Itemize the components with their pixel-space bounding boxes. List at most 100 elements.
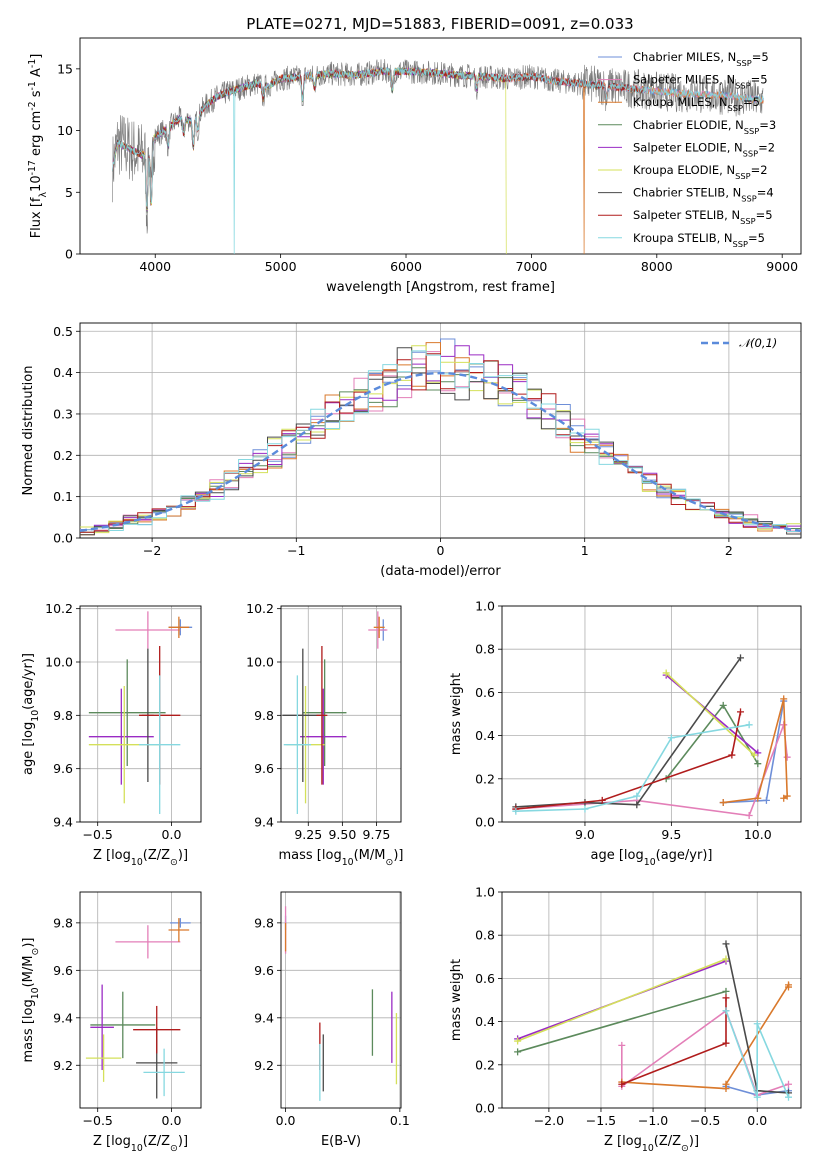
weight_vs_age-xtick-label: 9.5 xyxy=(661,827,681,842)
mass_vs_Z-xtick-label: 0.0 xyxy=(162,1113,182,1128)
mass_vs_ebv-plot xyxy=(284,906,398,1101)
weight-line-chabrier-stelib xyxy=(515,657,742,808)
weight_vs_Z-ytick-label: 0.2 xyxy=(475,1057,495,1072)
weight-marker-salpeter-miles xyxy=(618,1041,626,1049)
weight_vs_Z-plot xyxy=(514,940,792,1101)
spectrum-xtick-label: 5000 xyxy=(265,259,297,274)
weight-marker-kroupa-stelib xyxy=(784,1093,792,1101)
weight_vs_Z-ylabel: mass weight xyxy=(449,959,464,1041)
mass_vs_ebv-ytick-label: 9.8 xyxy=(254,915,274,930)
mass_vs_Z-axes: −0.5 0.0 9.2 9.4 9.6 9.8 xyxy=(53,891,202,1128)
weight-marker-kroupa-miles xyxy=(719,799,727,807)
weight-marker-chabrier-miles xyxy=(762,796,770,804)
legend-label-chabrier-stelib: Chabrier STELIB, NSSP=4 xyxy=(633,186,774,204)
spectrum-plot xyxy=(112,59,764,254)
residuals-ylabel: Normed distribution xyxy=(21,366,36,496)
legend-label-salpeter-stelib: Salpeter STELIB, NSSP=5 xyxy=(633,208,773,226)
weight-marker-salpeter-miles xyxy=(784,1080,792,1088)
mass_vs_Z-ytick-label: 9.2 xyxy=(53,1058,73,1073)
age_vs_Z-ytick-label: 10.0 xyxy=(45,655,73,670)
weight_vs_age-ytick-label: 1.0 xyxy=(475,599,495,614)
mass_vs_Z-plot xyxy=(85,918,191,1099)
weight_vs_age-ytick-label: 0.6 xyxy=(475,685,495,700)
figure-title: PLATE=0271, MJD=51883, FIBERID=0091, z=0… xyxy=(246,15,633,33)
age_vs_Z-ytick-label: 9.6 xyxy=(53,761,73,776)
weight-marker-chabrier-elodie xyxy=(719,701,727,709)
residuals-ytick-label: 0.4 xyxy=(53,365,73,380)
weight-marker-kroupa-stelib xyxy=(512,807,520,815)
weight-marker-salpeter-miles xyxy=(745,812,753,820)
weight-marker-chabrier-elodie xyxy=(514,1048,522,1056)
spectrum-xtick-label: 7000 xyxy=(516,259,548,274)
weight_vs_Z-ytick-label: 0.8 xyxy=(475,928,495,943)
residuals-plot xyxy=(80,338,801,536)
weight-line-salpeter-stelib xyxy=(515,711,742,810)
residuals-ytick-label: 0.2 xyxy=(53,448,73,463)
age_vs_mass-ytick-label: 9.4 xyxy=(254,815,274,830)
weight-marker-kroupa-miles xyxy=(722,1080,730,1088)
spectrum-xtick-label: 6000 xyxy=(390,259,422,274)
legend-label-normal: 𝒩(0,1) xyxy=(739,336,777,350)
age_vs_mass-plot xyxy=(282,611,388,814)
residuals-ytick-label: 0.3 xyxy=(53,406,73,421)
spectrum-ylabel: Flux [fλ10-17 erg cm-2 s-1 A-1] xyxy=(27,54,49,239)
weight_vs_age-plot xyxy=(512,654,791,820)
mass_vs_ebv-frame xyxy=(280,891,402,1109)
weight-marker-salpeter-stelib xyxy=(737,708,745,716)
weight-marker-kroupa-elodie xyxy=(750,751,758,759)
mass_vs_Z-xtick-label: −0.5 xyxy=(83,1113,113,1128)
weight-marker-salpeter-miles xyxy=(783,753,791,761)
spectrum-ytick-label: 5 xyxy=(65,185,73,200)
mass_vs_Z-ytick-label: 9.8 xyxy=(53,915,73,930)
weight-marker-chabrier-stelib xyxy=(633,801,641,809)
weight-marker-chabrier-elodie xyxy=(722,987,730,995)
weight-marker-chabrier-stelib xyxy=(737,654,745,662)
weight_vs_Z-ytick-label: 1.0 xyxy=(475,885,495,900)
mass_vs_Z-xlabel: Z [log10(Z/Z⊙)] xyxy=(93,1134,188,1154)
weight_vs_Z-frame xyxy=(501,891,802,1109)
weight-marker-kroupa-elodie xyxy=(722,955,730,963)
weight-line-kroupa-elodie xyxy=(665,672,755,756)
mass_vs_ebv-ytick-label: 9.2 xyxy=(254,1058,274,1073)
weight_vs_age-axes: 9.0 9.5 10.0 0.0 0.2 0.4 0.6 0.8 1.0 xyxy=(475,599,802,842)
weight-marker-kroupa-miles xyxy=(780,794,788,802)
weight-marker-kroupa-miles xyxy=(784,983,792,991)
weight-marker-kroupa-stelib xyxy=(581,805,589,813)
mass_vs_ebv-xlabel: E(B-V) xyxy=(321,1134,361,1149)
age_vs_mass-ytick-label: 9.8 xyxy=(254,708,274,723)
spectrum-axes: 4000 5000 6000 7000 8000 9000 0 5 10 15 xyxy=(57,37,802,274)
weight_vs_age-xlabel: age [log10(age/yr)] xyxy=(591,848,713,868)
age_vs_Z-plot xyxy=(88,611,193,814)
weight_vs_age-ytick-label: 0.8 xyxy=(475,642,495,657)
age_vs_Z-axes: −0.5 0.0 9.4 9.6 9.8 10.0 10.2 xyxy=(45,601,202,842)
weight-marker-salpeter-miles xyxy=(780,721,788,729)
age_vs_mass-axes: 9.25 9.50 9.75 9.4 9.6 9.8 10.0 10.2 xyxy=(246,601,402,842)
age_vs_Z-xtick-label: −0.5 xyxy=(83,827,113,842)
weight-marker-kroupa-stelib xyxy=(753,1093,761,1101)
weight_vs_age-xtick-label: 9.0 xyxy=(575,827,595,842)
spectrum-xtick-label: 9000 xyxy=(766,259,798,274)
weight_vs_age-ylabel: mass weight xyxy=(449,673,464,755)
legend-label-kroupa-miles: Kroupa MILES, NSSP=5 xyxy=(633,95,760,113)
legend-label-chabrier-elodie: Chabrier ELODIE, NSSP=3 xyxy=(633,118,776,136)
weight-marker-kroupa-miles xyxy=(754,794,762,802)
age_vs_Z-ytick-label: 9.8 xyxy=(53,708,73,723)
residuals-ytick-label: 0.1 xyxy=(53,489,73,504)
normal-curve-line xyxy=(80,371,801,532)
weight_vs_age-frame xyxy=(501,605,802,823)
weight_vs_Z-xtick-label: −1.0 xyxy=(638,1113,668,1128)
spectrum-frame xyxy=(79,37,802,255)
age_vs_mass-xtick-label: 9.75 xyxy=(363,827,391,842)
weight-marker-kroupa-stelib xyxy=(633,792,641,800)
residuals-ytick-label: 0.0 xyxy=(53,531,73,546)
weight_vs_Z-ytick-label: 0.6 xyxy=(475,971,495,986)
weight-marker-chabrier-stelib xyxy=(722,940,730,948)
weight_vs_Z-ytick-label: 0.0 xyxy=(475,1101,495,1116)
model-spectrum-kroupa-stelib xyxy=(112,66,764,254)
legend-label-salpeter-miles: Salpeter MILES, NSSP=5 xyxy=(633,73,768,91)
age_vs_mass-ytick-label: 9.6 xyxy=(254,761,274,776)
weight_vs_Z-axes: −2.0 −1.5 −1.0 −0.5 0.0 0.0 0.2 0.4 0.6 0.8 1.0 xyxy=(475,885,802,1128)
age_vs_Z-ytick-label: 10.2 xyxy=(45,601,73,616)
weight_vs_Z-xtick-label: −0.5 xyxy=(690,1113,720,1128)
